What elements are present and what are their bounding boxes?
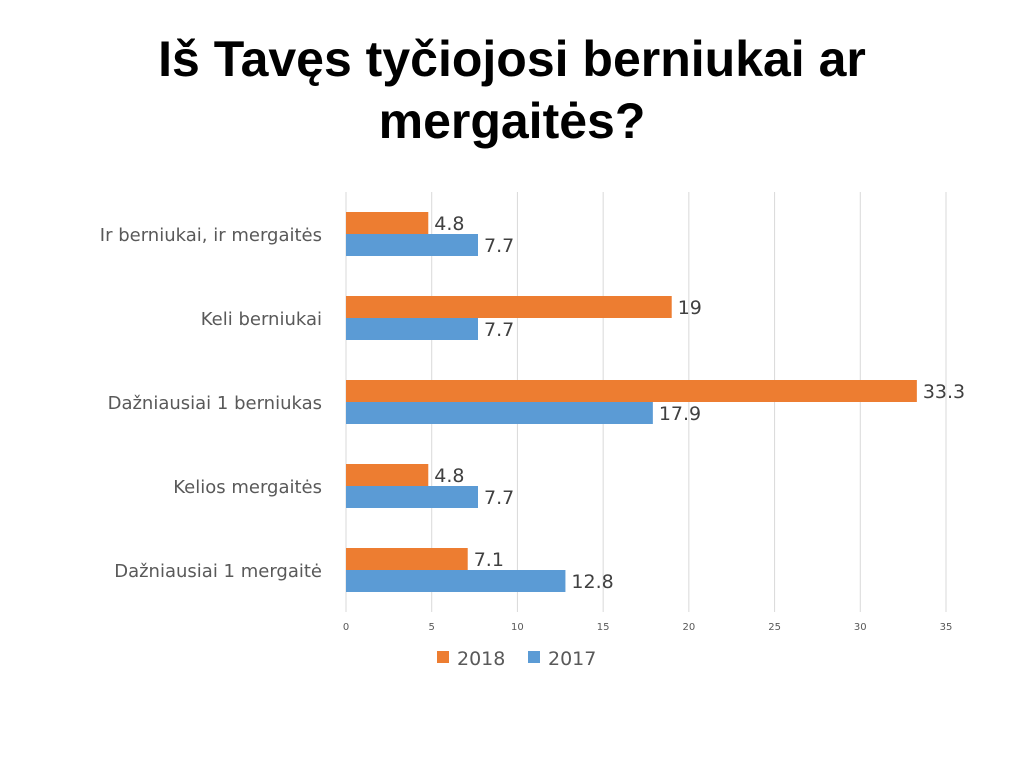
bar-2018	[346, 296, 672, 318]
data-label-2018: 19	[678, 297, 702, 319]
x-tick-label: 10	[511, 622, 524, 633]
x-tick-label: 15	[597, 622, 610, 633]
data-label-2017: 17.9	[659, 403, 701, 425]
bars	[346, 212, 917, 592]
data-label-2017: 7.7	[484, 235, 514, 257]
data-label-2018: 7.1	[474, 549, 504, 571]
legend-swatch-2018	[437, 651, 449, 663]
category-labels: Ir berniukai, ir mergaitės Keli berniukai…	[100, 225, 322, 582]
bar-2018	[346, 548, 468, 570]
bar-2018	[346, 464, 429, 486]
data-labels: 4.8 7.7 19 7.7 33.3 17.9 4.8 7.7 7.1 12.8	[434, 213, 965, 593]
x-tick-label: 25	[768, 622, 781, 633]
legend: 2018 2017	[437, 648, 596, 670]
legend-label-2018: 2018	[457, 648, 505, 670]
slide-title: Iš Tavęs tyčiojosi berniukai ar mergaitė…	[158, 31, 866, 149]
data-label-2018: 4.8	[434, 213, 464, 235]
category-label: Ir berniukai, ir mergaitės	[100, 225, 322, 246]
data-label-2017: 7.7	[484, 319, 514, 341]
legend-swatch-2017	[528, 651, 540, 663]
bar-2017	[346, 234, 478, 256]
x-tick-label: 20	[682, 622, 695, 633]
x-tick-label: 0	[343, 622, 349, 633]
x-tick-label: 5	[429, 622, 435, 633]
bar-2017	[346, 570, 566, 592]
bar-2017	[346, 318, 478, 340]
data-label-2018: 33.3	[923, 381, 965, 403]
data-label-2018: 4.8	[434, 465, 464, 487]
x-tick-label: 30	[854, 622, 867, 633]
data-label-2017: 12.8	[571, 571, 613, 593]
legend-label-2017: 2017	[548, 648, 596, 670]
bar-2018	[346, 380, 917, 402]
category-label: Dažniausiai 1 mergaitė	[114, 561, 322, 582]
category-label: Dažniausiai 1 berniukas	[108, 393, 322, 414]
bar-2018	[346, 212, 429, 234]
bar-2017	[346, 486, 478, 508]
x-axis-ticks: 0 5 10 15 20 25 30 35	[343, 622, 953, 633]
category-label: Kelios mergaitės	[173, 477, 322, 498]
category-label: Keli berniukai	[201, 309, 322, 330]
data-label-2017: 7.7	[484, 487, 514, 509]
x-tick-label: 35	[940, 622, 953, 633]
bar-2017	[346, 402, 653, 424]
